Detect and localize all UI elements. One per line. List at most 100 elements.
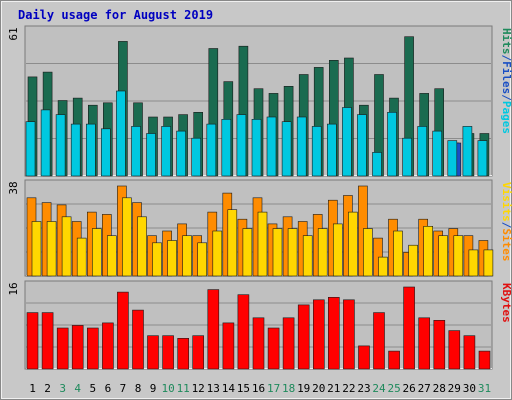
kbytes-bar-kbytes-day-21	[327, 296, 340, 370]
visits-bar-sites-day-7	[122, 197, 132, 277]
x-tick-label: 8	[135, 382, 142, 395]
visits-bar-sites-day-18	[287, 228, 298, 277]
hits-bar-pages-day-23	[357, 114, 367, 177]
panel-kbytes-legend: KBytes	[500, 283, 512, 323]
x-tick-label: 11	[177, 382, 190, 395]
kbytes-bar-kbytes-day-12	[192, 335, 204, 370]
visits-bar-sites-day-9	[152, 242, 162, 277]
hits-bar-pages-day-8	[131, 126, 141, 177]
kbytes-bar-kbytes-day-22	[343, 299, 355, 370]
hits-bar-pages-day-30	[462, 126, 473, 177]
kbytes-bar-kbytes-day-5	[87, 327, 99, 370]
x-tick-label: 1	[29, 382, 36, 395]
visits-bar-sites-day-1	[31, 221, 42, 277]
visits-bar-sites-day-26	[408, 244, 418, 277]
kbytes-bar-kbytes-day-16	[252, 317, 265, 370]
visits-bar-sites-day-13	[212, 230, 223, 277]
hits-bar-pages-day-10	[161, 126, 171, 177]
panel-hits-max-label: 61	[7, 27, 20, 40]
x-tick-label: 30	[463, 382, 476, 395]
hits-bar-pages-day-27	[417, 126, 428, 177]
hits-bar-pages-day-7	[116, 90, 126, 177]
kbytes-bar-kbytes-day-13	[207, 289, 220, 370]
legend-sites-label: Sites	[500, 228, 512, 261]
visits-bar-sites-day-31	[483, 249, 494, 277]
kbytes-bar-kbytes-day-3	[56, 327, 69, 370]
panel-kbytes-max-label: 16	[7, 282, 20, 295]
x-tick-label: 12	[192, 382, 205, 395]
x-tick-label: 14	[222, 382, 236, 395]
x-tick-label: 19	[297, 382, 310, 395]
kbytes-bar-kbytes-day-10	[162, 335, 174, 370]
visits-bar-sites-day-24	[378, 256, 388, 277]
x-tick-label: 31	[478, 382, 491, 395]
x-tick-label: 13	[207, 382, 220, 395]
kbytes-bar-kbytes-day-23	[358, 345, 370, 370]
legend-pages-label: Pages	[500, 101, 512, 134]
legend-hits-label: Hits	[500, 28, 512, 55]
visits-bar-sites-day-5	[92, 228, 102, 277]
legend-kbytes-label: KBytes	[500, 283, 512, 323]
x-tick-label: 6	[105, 382, 112, 395]
visits-bar-sites-day-12	[197, 242, 207, 277]
kbytes-bar-kbytes-day-4	[71, 325, 84, 370]
x-tick-label: 9	[150, 382, 157, 395]
hits-bar-pages-day-11	[176, 130, 186, 177]
hits-bar-pages-day-13	[206, 123, 217, 177]
kbytes-bar-kbytes-day-1	[26, 312, 39, 370]
visits-bar-sites-day-2	[46, 221, 57, 277]
hits-bar-pages-day-14	[221, 119, 232, 177]
visits-bar-sites-day-15	[242, 228, 253, 277]
visits-bar-sites-day-10	[167, 240, 177, 277]
hits-bar-pages-day-1	[25, 121, 36, 177]
hits-bar-pages-day-3	[55, 114, 66, 177]
kbytes-bar-kbytes-day-28	[433, 319, 446, 370]
x-tick-label: 4	[74, 382, 81, 395]
hits-bar-pages-day-26	[402, 137, 412, 177]
hits-bar-pages-day-29	[447, 140, 458, 177]
kbytes-bar-kbytes-day-31	[478, 350, 491, 370]
kbytes-bar-kbytes-day-2	[41, 312, 54, 370]
panel-visits-max-label: 38	[7, 181, 20, 194]
x-tick-label: 18	[282, 382, 295, 395]
kbytes-bar-kbytes-day-26	[403, 286, 415, 370]
kbytes-bar-kbytes-day-25	[388, 350, 400, 370]
visits-bar-sites-day-19	[302, 235, 313, 277]
panel-hits-legend: Hits/Files/Pages	[500, 28, 512, 134]
hits-bar-pages-day-20	[311, 126, 322, 177]
x-tick-label: 26	[402, 382, 415, 395]
x-tick-label: 23	[357, 382, 370, 395]
x-tick-label: 15	[237, 382, 250, 395]
legend-visits-label: Visits	[500, 182, 512, 222]
hits-bar-pages-day-21	[326, 123, 337, 177]
hits-bar-pages-day-31	[477, 140, 488, 177]
visits-bar-sites-day-27	[423, 226, 434, 277]
hits-bar-pages-day-19	[296, 116, 307, 177]
x-tick-label: 16	[252, 382, 265, 395]
x-tick-label: 2	[44, 382, 51, 395]
panel-visits: 38 Visits/Sites	[7, 179, 512, 277]
x-tick-label: 7	[120, 382, 127, 395]
visits-bar-sites-day-28	[438, 235, 449, 277]
hits-bar-pages-day-2	[40, 109, 51, 177]
hits-bar-pages-day-4	[70, 123, 81, 177]
hits-bar-pages-day-5	[86, 123, 96, 177]
x-tick-label: 21	[327, 382, 340, 395]
visits-bar-sites-day-29	[453, 235, 464, 277]
hits-bar-pages-day-22	[342, 107, 352, 177]
panel-hits: 61 Hits/Files/Pages	[7, 25, 512, 177]
hits-bar-pages-day-25	[387, 112, 397, 177]
visits-bar-sites-day-14	[227, 209, 238, 277]
visits-bar-sites-day-25	[393, 230, 403, 277]
visits-bar-sites-day-22	[348, 211, 358, 277]
kbytes-bar-kbytes-day-14	[222, 322, 235, 370]
kbytes-bar-kbytes-day-27	[418, 317, 431, 370]
x-tick-label: 22	[342, 382, 355, 395]
visits-bar-sites-day-16	[257, 211, 268, 277]
legend-files-label: Files	[500, 61, 512, 94]
kbytes-bar-kbytes-day-8	[132, 309, 144, 370]
visits-bar-sites-day-3	[61, 216, 72, 277]
visits-bar-sites-day-6	[107, 235, 117, 277]
visits-bar-sites-day-30	[468, 249, 479, 277]
